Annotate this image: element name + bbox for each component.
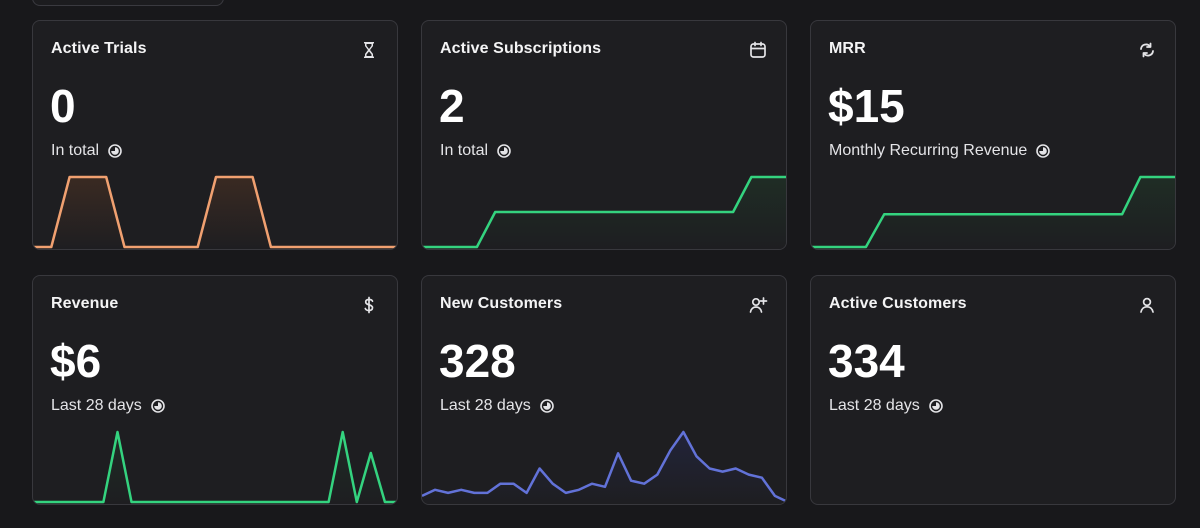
card-title: Active Trials: [51, 40, 147, 57]
card-title: Active Subscriptions: [440, 40, 602, 57]
card-mrr[interactable]: MRR $15 Monthly Recurring Revenue: [810, 20, 1176, 250]
sparkline-chart: [33, 424, 397, 504]
sparkline-line: [422, 175, 786, 249]
card-subtitle: In total: [51, 142, 122, 160]
info-clock-icon[interactable]: [108, 144, 122, 158]
card-value: 334: [828, 335, 905, 387]
card-value: 328: [439, 335, 516, 387]
sparkline-area: [422, 432, 786, 504]
sparkline-area: [811, 177, 1175, 249]
card-subtitle-text: Last 28 days: [51, 397, 142, 414]
card-revenue[interactable]: Revenue $6 Last 28 days: [32, 275, 398, 505]
card-subtitle: Last 28 days: [51, 397, 165, 415]
sparkline-line: [33, 430, 397, 504]
card-subtitle: Last 28 days: [829, 397, 943, 415]
sparkline-chart: [422, 169, 786, 249]
card-value: $6: [50, 335, 102, 387]
info-clock-icon[interactable]: [928, 399, 943, 413]
top-tab[interactable]: [32, 0, 224, 6]
sparkline-chart: [33, 169, 397, 249]
card-subtitle: Last 28 days: [440, 397, 554, 415]
calendar-icon: [748, 40, 768, 60]
card-active-customers[interactable]: Active Customers 334 Last 28 days: [810, 275, 1176, 505]
card-value: $15: [828, 80, 905, 132]
card-title: Revenue: [51, 295, 119, 312]
card-title: MRR: [829, 40, 866, 57]
sparkline-area: [33, 177, 397, 249]
hourglass-icon: [359, 40, 379, 60]
card-title: New Customers: [440, 295, 563, 312]
sparkline-chart: [811, 169, 1175, 249]
sparkline-area: [33, 432, 397, 504]
info-clock-icon[interactable]: [539, 399, 554, 413]
card-active-trials[interactable]: Active Trials 0 In total: [32, 20, 398, 250]
card-value: 2: [439, 80, 465, 132]
card-new-customers[interactable]: New Customers 328 Last 28 days: [421, 275, 787, 505]
card-title: Active Customers: [829, 295, 967, 312]
card-subtitle-text: In total: [440, 142, 489, 159]
card-subtitle: Monthly Recurring Revenue: [829, 142, 1051, 160]
sparkline-chart: [811, 424, 1175, 504]
sparkline-line: [811, 175, 1175, 249]
sparkline-chart: [422, 424, 786, 504]
info-clock-icon[interactable]: [497, 144, 511, 158]
card-subtitle-text: Last 28 days: [440, 397, 531, 414]
dollar-icon: [359, 295, 379, 315]
card-active-subscriptions[interactable]: Active Subscriptions 2 In total: [421, 20, 787, 250]
card-subtitle-text: In total: [51, 142, 100, 159]
card-subtitle-text: Last 28 days: [829, 397, 920, 414]
sparkline-line: [422, 430, 786, 503]
user-plus-icon: [748, 295, 768, 315]
card-subtitle-text: Monthly Recurring Revenue: [829, 142, 1028, 159]
sparkline-line: [33, 175, 397, 249]
info-clock-icon[interactable]: [150, 399, 165, 413]
info-clock-icon[interactable]: [1036, 144, 1051, 158]
user-icon: [1137, 295, 1157, 315]
refresh-icon: [1137, 40, 1157, 60]
card-subtitle: In total: [440, 142, 511, 160]
card-value: 0: [50, 80, 76, 132]
